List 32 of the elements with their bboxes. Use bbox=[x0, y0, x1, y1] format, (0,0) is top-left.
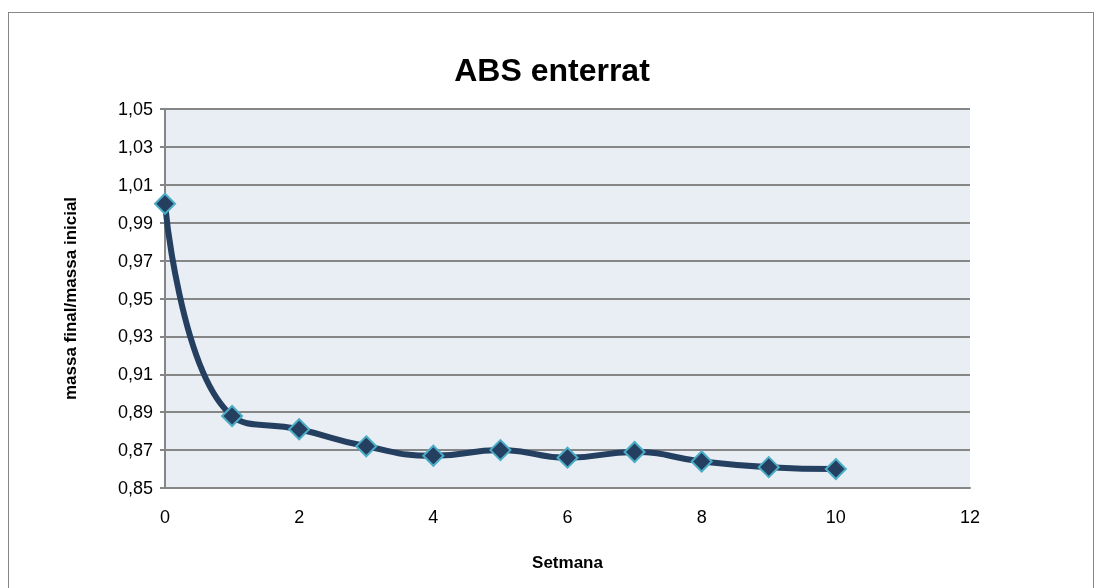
y-tick-label: 1,05 bbox=[117, 99, 153, 119]
point bbox=[757, 456, 780, 479]
point bbox=[489, 439, 512, 462]
point bbox=[355, 435, 378, 458]
y-axis-title: massa final/massa inicial bbox=[61, 196, 80, 401]
chart-title: ABS enterrat bbox=[454, 52, 651, 88]
y-tick-label: 0,87 bbox=[117, 440, 153, 461]
point bbox=[288, 418, 311, 441]
y-tick-label: 0,95 bbox=[117, 288, 153, 309]
x-tick-label: 12 bbox=[959, 507, 981, 527]
y-tick-label: 0,89 bbox=[117, 402, 153, 423]
x-axis-title: Setmana bbox=[532, 553, 604, 572]
x-tick-label: 10 bbox=[825, 507, 846, 527]
y-tick-label: 0,99 bbox=[117, 212, 153, 233]
x-tick-label: 8 bbox=[696, 507, 707, 527]
x-tick-label: 4 bbox=[428, 507, 439, 527]
y-tick-label: 0,97 bbox=[117, 250, 153, 271]
point bbox=[154, 192, 176, 215]
point bbox=[422, 444, 445, 467]
point bbox=[623, 440, 646, 463]
y-tick-label: 1,01 bbox=[117, 174, 153, 195]
y-tick-label: 0,93 bbox=[117, 326, 153, 347]
point bbox=[556, 446, 579, 469]
point bbox=[824, 458, 847, 481]
y-tick-label: 0,85 bbox=[117, 478, 153, 498]
point bbox=[221, 404, 244, 427]
y-tick-label: 1,03 bbox=[117, 136, 153, 157]
y-tick-label: 0,91 bbox=[117, 364, 153, 385]
point bbox=[690, 450, 713, 473]
x-tick-label: 2 bbox=[294, 507, 305, 527]
x-tick-label: 6 bbox=[562, 507, 573, 527]
x-tick-label: 0 bbox=[159, 507, 171, 527]
